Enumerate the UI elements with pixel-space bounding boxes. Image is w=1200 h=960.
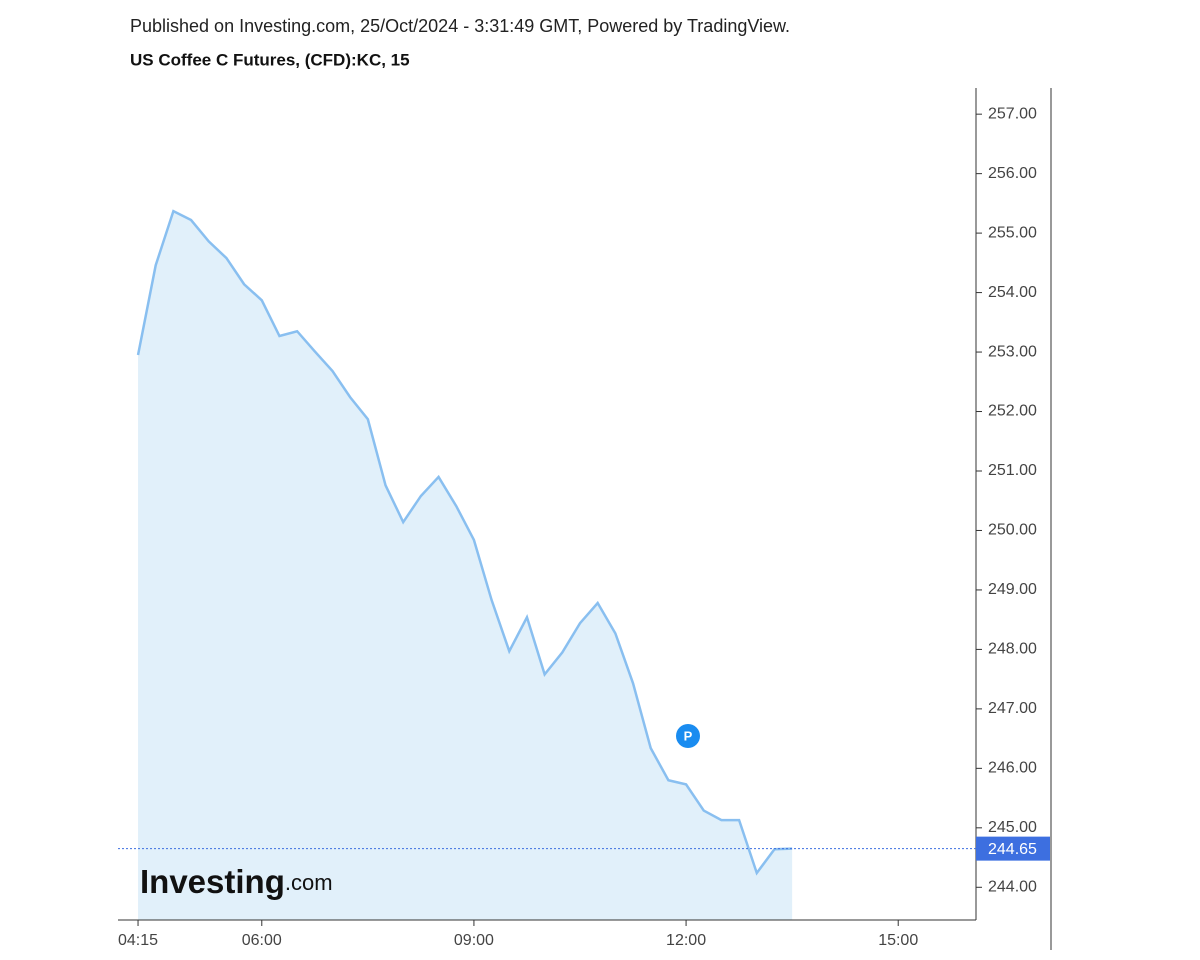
- watermark-suffix: .com: [285, 870, 333, 895]
- marker-label: P: [684, 728, 693, 743]
- x-tick-label: 06:00: [242, 932, 282, 949]
- y-tick-label: 248.00: [988, 641, 1037, 658]
- y-tick-label: 251.00: [988, 462, 1037, 479]
- y-tick-label: 254.00: [988, 284, 1037, 301]
- plot-area: [136, 209, 793, 920]
- y-tick-label: 249.00: [988, 581, 1037, 598]
- y-tick-label: 256.00: [988, 165, 1037, 182]
- y-tick-label: 244.00: [988, 879, 1037, 896]
- x-tick-label: 04:15: [118, 932, 158, 949]
- y-tick-label: 247.00: [988, 700, 1037, 717]
- y-tick-label: 252.00: [988, 403, 1037, 420]
- watermark: Investing.com: [140, 863, 333, 900]
- price-line: [136, 209, 793, 876]
- y-tick-label: 246.00: [988, 760, 1037, 777]
- watermark-main: Investing: [140, 863, 285, 900]
- y-tick-label: 253.00: [988, 343, 1037, 360]
- y-tick-label: 250.00: [988, 522, 1037, 539]
- x-tick-label: 12:00: [666, 932, 706, 949]
- y-tick-label: 257.00: [988, 105, 1037, 122]
- last-price-label: 244.65: [988, 841, 1037, 858]
- y-tick-label: 255.00: [988, 224, 1037, 241]
- published-note: Published on Investing.com, 25/Oct/2024 …: [130, 16, 790, 36]
- x-tick-label: 15:00: [878, 932, 918, 949]
- x-tick-label: 09:00: [454, 932, 494, 949]
- area-fill: [138, 211, 793, 920]
- y-tick-label: 245.00: [988, 819, 1037, 836]
- last-price-box: [976, 836, 1050, 861]
- chart-title: US Coffee C Futures, (CFD):KC, 15: [130, 50, 410, 69]
- marker-badge: [676, 724, 700, 748]
